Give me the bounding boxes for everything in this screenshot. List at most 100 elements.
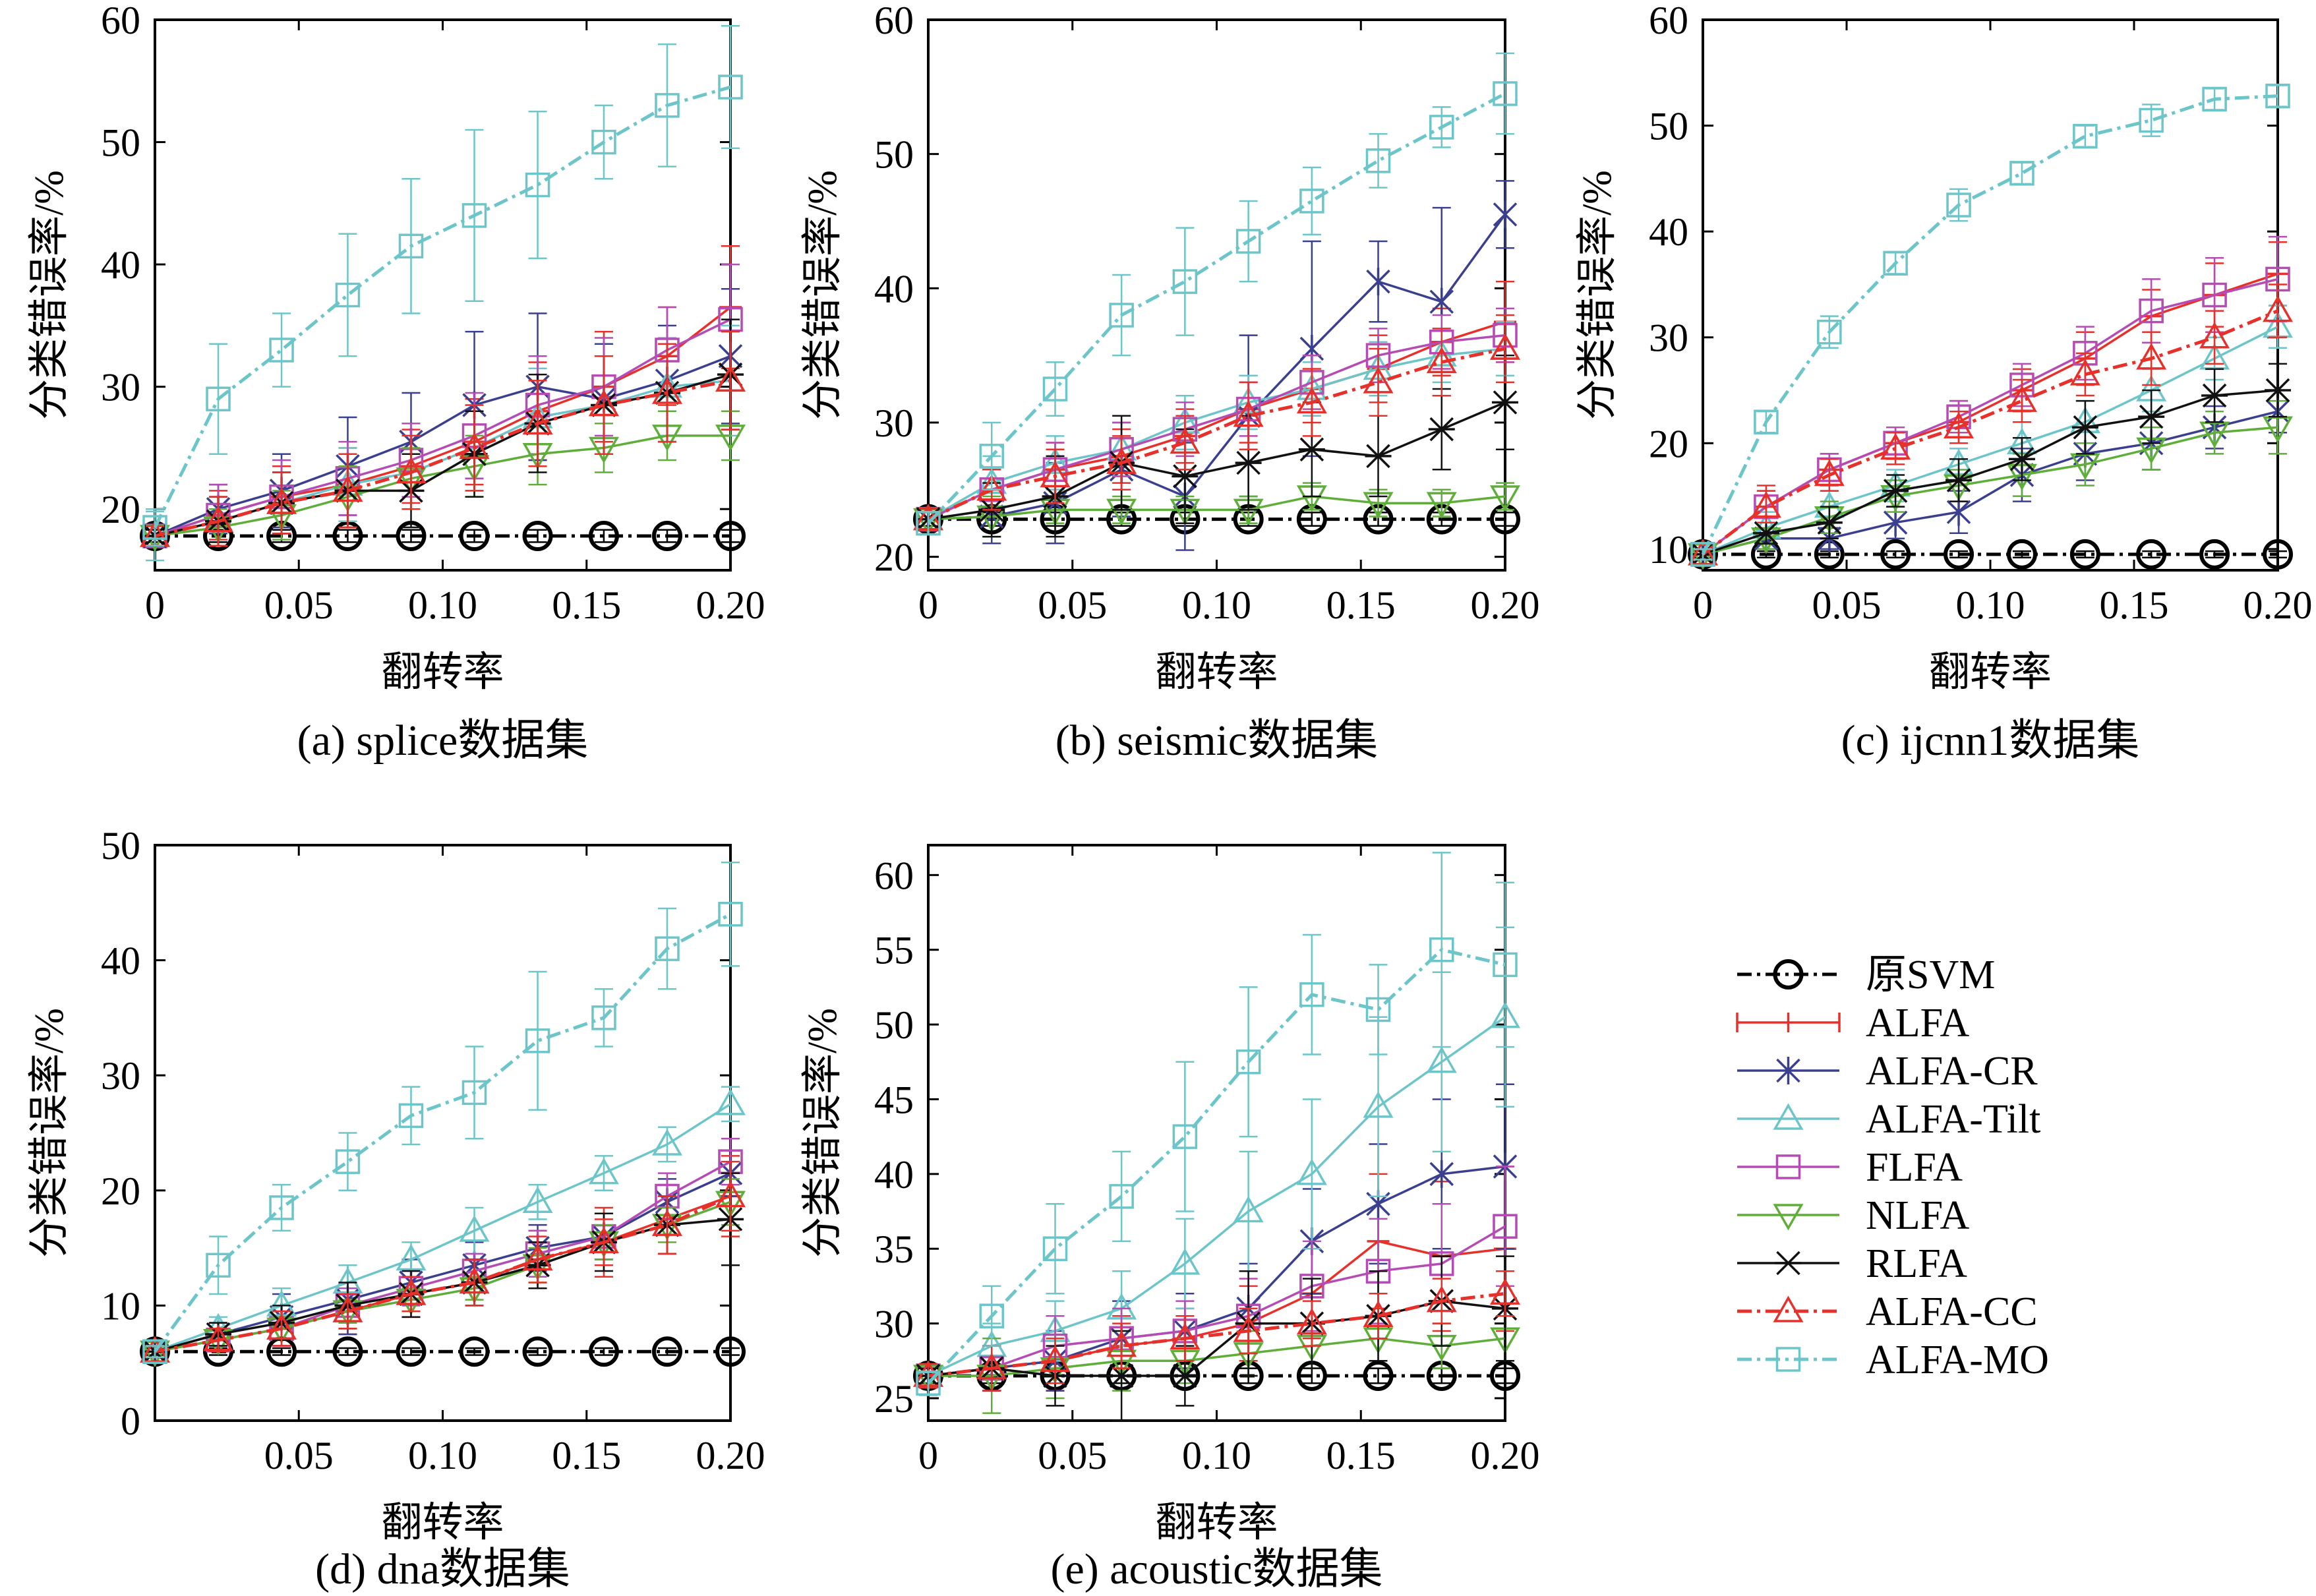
- panel-caption: (c) ijcnn1数据集: [1841, 717, 2140, 765]
- panel-d-dna: 0.05 0.10 0.15 0.20 0 10 20 30 40 50 翻转率 分类错误率/% (d)…: [27, 824, 765, 1593]
- legend-item-alfa: ALFA: [1736, 1001, 1970, 1046]
- data-point: [715, 365, 746, 392]
- data-point: [2199, 539, 2230, 570]
- x-tick-label: 0: [918, 1434, 938, 1477]
- x-tick-label: 0.20: [1471, 1434, 1540, 1477]
- data-point: [651, 1209, 682, 1236]
- legend-marker: [1775, 1154, 1801, 1179]
- y-tick-label: 60: [874, 0, 914, 42]
- data-point: [1109, 303, 1134, 328]
- x-tick-label: 0.15: [552, 1434, 621, 1477]
- x-tick-label: 0.05: [1812, 583, 1882, 627]
- data-point: [1428, 417, 1455, 442]
- data-point: [142, 1339, 167, 1364]
- series-line: [154, 378, 731, 538]
- data-point: [588, 1158, 619, 1185]
- x-tick-label: 0.15: [1326, 583, 1396, 627]
- data-point: [1687, 539, 1719, 566]
- data-point: [1235, 450, 1262, 475]
- data-point: [976, 474, 1007, 501]
- series-line: [1702, 278, 2278, 556]
- data-point: [1880, 432, 1911, 460]
- data-point: [1042, 1236, 1068, 1261]
- series-line: [1702, 389, 2278, 556]
- x-tick-label: 0.15: [2100, 583, 2169, 627]
- data-point: [1298, 437, 1325, 461]
- data-point: [1299, 189, 1324, 214]
- data-point: [398, 233, 424, 259]
- data-point: [206, 1253, 231, 1278]
- series-line: [154, 355, 731, 537]
- y-tick-label: 30: [101, 1054, 140, 1098]
- panel-caption: (e) acoustic数据集: [1051, 1545, 1383, 1593]
- series-line: [928, 495, 1506, 521]
- data-point: [203, 1324, 234, 1351]
- data-point: [1489, 333, 1521, 360]
- series-line: [154, 1160, 731, 1353]
- y-tick-label: 10: [1649, 528, 1688, 572]
- data-point: [139, 1336, 171, 1363]
- data-point: [335, 1149, 361, 1174]
- series-line: [928, 1291, 1506, 1378]
- data-point: [2009, 161, 2034, 186]
- series-rlfa: [915, 1255, 1518, 1422]
- series-line: [928, 1240, 1506, 1377]
- series-nlfa: [139, 410, 746, 552]
- data-point: [1493, 1214, 1518, 1239]
- legend-item-alfa-mo: ALFA-MO: [1737, 1338, 2049, 1382]
- data-point: [2138, 404, 2165, 429]
- data-point: [2139, 298, 2164, 324]
- y-tick-label: 40: [101, 243, 140, 287]
- data-point: [1814, 459, 1845, 487]
- data-point: [1363, 367, 1394, 394]
- legend-item-rlfa: RLFA: [1737, 1241, 1967, 1286]
- data-point: [1106, 447, 1137, 474]
- panel-caption: (b) seismic数据集: [1055, 717, 1378, 765]
- series-line: [1702, 326, 2278, 556]
- data-point: [522, 407, 553, 435]
- y-tick-label: 25: [874, 1377, 914, 1421]
- data-point: [1235, 229, 1261, 254]
- y-tick-label: 50: [874, 1003, 914, 1047]
- series-alfa-mo: [142, 25, 743, 547]
- data-point: [2262, 295, 2294, 322]
- x-axis-label: 翻转率: [381, 1500, 504, 1545]
- panel-c-ijcnn1: 0 0.05 0.10 0.15 0.20 10 20 30 40 50 60 翻转率 分类错误率/% (…: [1575, 0, 2313, 765]
- data-point: [522, 1336, 553, 1367]
- panel-caption: (d) dna数据集: [315, 1545, 570, 1593]
- data-point: [522, 1186, 553, 1214]
- data-point: [1752, 521, 1779, 546]
- data-point: [715, 1336, 746, 1367]
- series-line: [928, 320, 1506, 521]
- x-tick-label: 0.20: [696, 1434, 765, 1477]
- data-point: [1426, 1046, 1457, 1073]
- data-point: [1172, 1124, 1198, 1149]
- legend: 原SVMALFAALFA-CRALFA-TiltFLFANLFARLFAALFA…: [1736, 953, 2049, 1382]
- x-tick-label: 0.15: [552, 583, 621, 627]
- data-point: [2069, 539, 2100, 570]
- data-point: [1426, 1286, 1457, 1313]
- data-point: [979, 444, 1004, 469]
- data-point: [1492, 390, 1518, 415]
- data-point: [2201, 383, 2228, 408]
- series-svm: [140, 1336, 746, 1367]
- y-tick-label: 55: [874, 929, 914, 972]
- data-point: [655, 93, 680, 118]
- series-alfa-cc: [139, 1160, 746, 1363]
- data-point: [715, 1088, 746, 1115]
- series-line: [154, 1103, 731, 1353]
- data-point: [461, 1080, 487, 1106]
- series-line: [928, 1225, 1506, 1377]
- legend-label: 原SVM: [1866, 953, 1995, 997]
- series-line: [154, 1172, 731, 1353]
- data-point: [1363, 1091, 1394, 1118]
- series-alfa-cr: [142, 1149, 743, 1366]
- y-tick-label: 0: [121, 1400, 140, 1443]
- legend-label: ALFA: [1866, 1001, 1970, 1046]
- x-axis-label: 翻转率: [1929, 650, 2052, 695]
- series-line: [154, 379, 731, 537]
- data-point: [2199, 322, 2230, 349]
- x-tick-label: 0.05: [1038, 1434, 1107, 1477]
- data-point: [139, 1340, 171, 1367]
- series-line: [928, 214, 1506, 521]
